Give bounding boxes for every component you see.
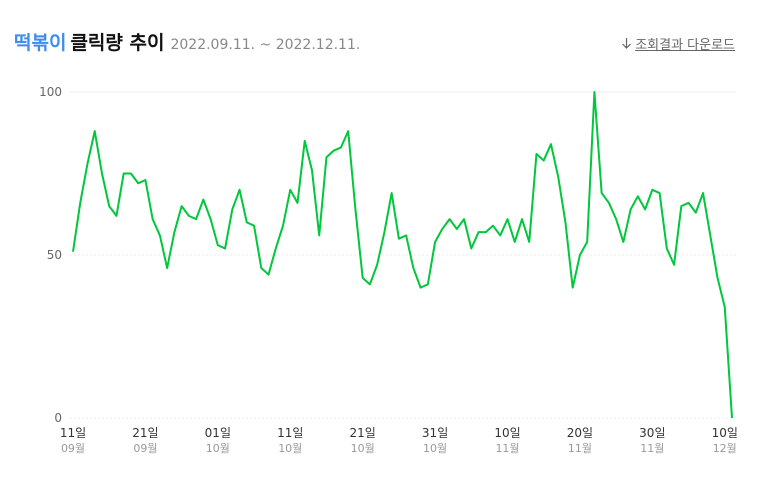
- x-tick-month: 09월: [61, 442, 85, 455]
- chart-title: 클릭량 추이: [70, 32, 165, 54]
- x-tick-label: 11일: [277, 426, 303, 440]
- y-tick-label: 0: [54, 411, 62, 425]
- date-range: 2022.09.11. ~ 2022.12.11.: [170, 37, 361, 53]
- x-tick-month: 10월: [278, 442, 302, 455]
- keyword: 떡볶이: [14, 32, 67, 54]
- x-tick-month: 11월: [640, 442, 664, 455]
- x-tick-label: 20일: [567, 426, 593, 440]
- x-tick-month: 10월: [351, 442, 375, 455]
- x-tick-month: 09월: [133, 442, 157, 455]
- x-tick-label: 21일: [132, 426, 158, 440]
- x-tick-label: 01일: [205, 426, 231, 440]
- x-tick-month: 11월: [495, 442, 519, 455]
- header: 떡볶이 클릭량 추이 2022.09.11. ~ 2022.12.11.: [14, 28, 360, 55]
- y-tick-label: 50: [47, 248, 62, 262]
- x-tick-month: 12월: [713, 442, 737, 455]
- x-tick-label: 30일: [639, 426, 665, 440]
- x-tick-month: 11월: [568, 442, 592, 455]
- x-tick-label: 10일: [494, 426, 520, 440]
- x-tick-month: 10월: [206, 442, 230, 455]
- download-icon: [622, 38, 632, 49]
- y-tick-label: 100: [39, 85, 62, 99]
- x-tick-label: 11일: [60, 426, 86, 440]
- download-link[interactable]: 조회결과 다운로드: [621, 34, 735, 53]
- line-series: [72, 91, 733, 419]
- download-text[interactable]: 조회결과 다운로드: [635, 38, 735, 53]
- x-tick-month: 10월: [423, 442, 447, 455]
- x-tick-label: 31일: [422, 426, 448, 440]
- x-tick-label: 21일: [350, 426, 376, 440]
- x-tick-label: 10일: [712, 426, 738, 440]
